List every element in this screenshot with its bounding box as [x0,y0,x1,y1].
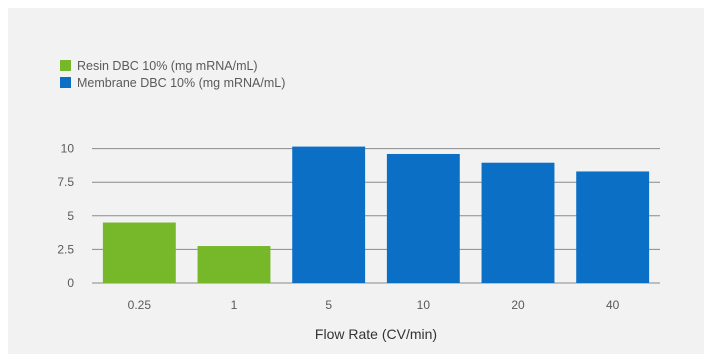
legend-item-resin: Resin DBC 10% (mg mRNA/mL) [60,57,285,74]
bar-chart: 0 2.5 5 7.5 10 0.25 1 5 10 20 40 Flow Rate (CV/mi… [57,142,660,342]
legend-label-resin: Resin DBC 10% (mg mRNA/mL) [77,58,258,73]
bar [576,171,650,283]
legend-swatch-resin [60,60,71,71]
bar [386,153,460,283]
y-axis-ticks: 0 2.5 5 7.5 10 [57,142,74,290]
x-axis-ticks: 0.25 1 5 10 20 40 [128,298,620,312]
bar [292,146,366,283]
x-tick-label: 5 [325,298,332,312]
bar [481,162,555,283]
legend: Resin DBC 10% (mg mRNA/mL) Membrane DBC … [60,57,285,91]
legend-swatch-membrane [60,77,71,88]
y-tick-label: 10 [61,142,75,156]
x-tick-label: 0.25 [128,298,152,312]
x-tick-label: 10 [417,298,431,312]
y-tick-label: 2.5 [57,242,74,256]
y-tick-label: 5 [67,209,74,223]
x-tick-label: 40 [606,298,620,312]
x-tick-label: 1 [231,298,238,312]
chart-panel: Resin DBC 10% (mg mRNA/mL) Membrane DBC … [8,8,704,354]
legend-item-membrane: Membrane DBC 10% (mg mRNA/mL) [60,74,285,91]
x-tick-label: 20 [511,298,525,312]
bar [197,246,271,283]
legend-label-membrane: Membrane DBC 10% (mg mRNA/mL) [77,75,286,90]
x-axis-title: Flow Rate (CV/min) [315,326,437,342]
y-tick-label: 0 [67,276,74,290]
gridlines [92,148,660,284]
y-tick-label: 7.5 [57,175,74,189]
bars [102,146,650,283]
bar [102,222,176,283]
